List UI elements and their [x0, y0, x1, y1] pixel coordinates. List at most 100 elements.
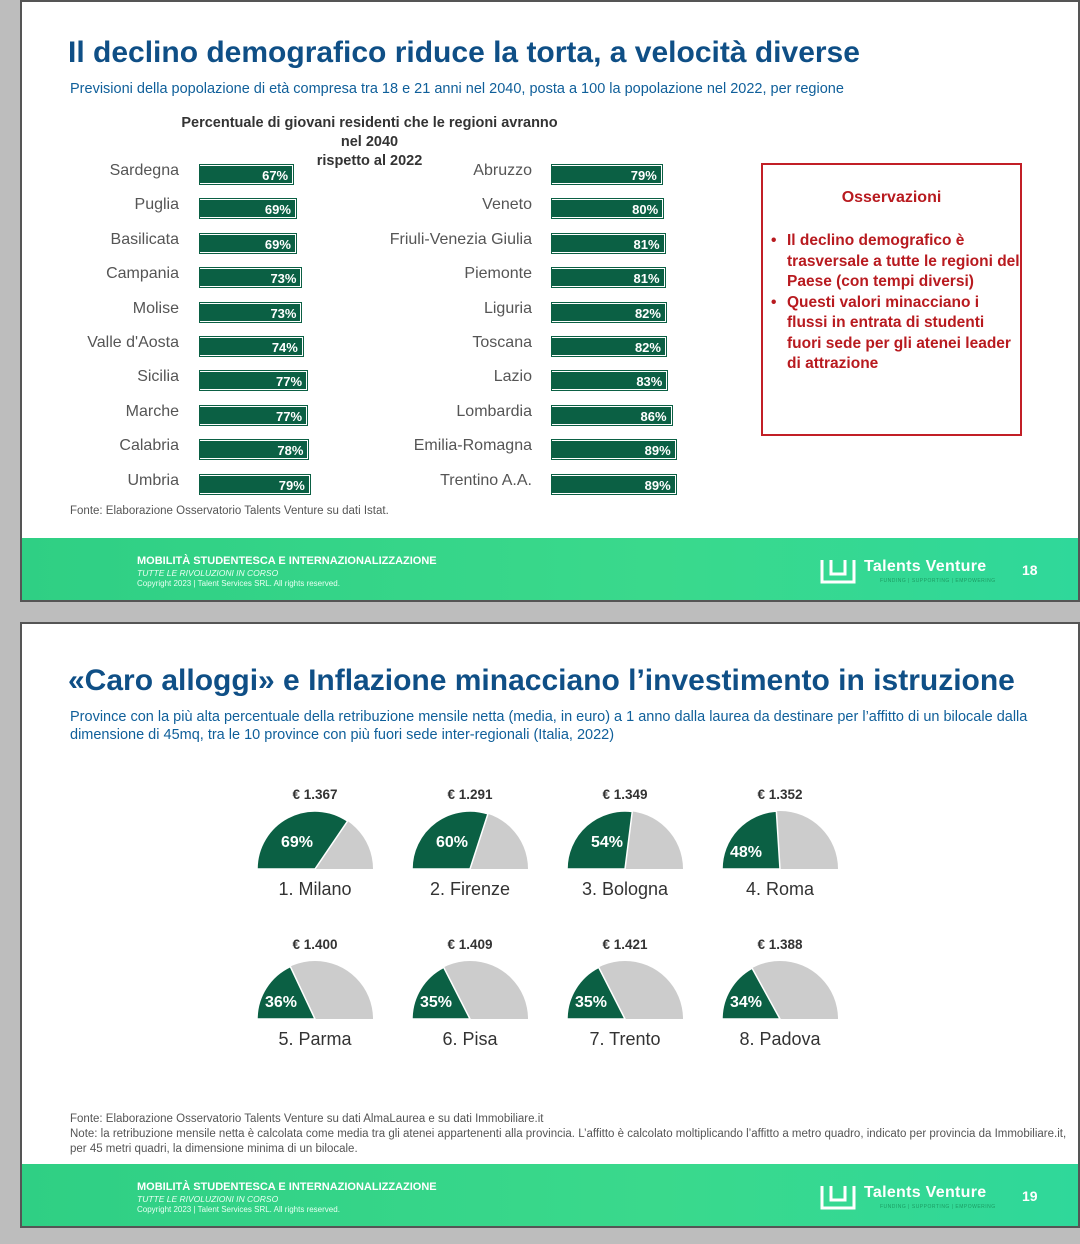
pie-semicircle: 34% — [722, 961, 838, 1020]
footer-main: MOBILITÀ STUDENTESCA E INTERNAZIONALIZZA… — [137, 1181, 437, 1193]
pie-city-label: 1. Milano — [278, 879, 352, 899]
bar: 69% — [199, 232, 297, 254]
footer-tagline: TUTTE LE RIVOLUZIONI IN CORSO — [137, 1194, 279, 1204]
bar: 89% — [551, 439, 677, 461]
pie-item: € 1.291 60% 2. Firenze — [400, 787, 540, 899]
pie-city-label: 3. Bologna — [581, 879, 669, 899]
slide-title: Il declino demografico riduce la torta, … — [68, 36, 860, 69]
pie-price: € 1.291 — [447, 787, 493, 802]
pie-item: € 1.349 54% 3. Bologna — [555, 787, 695, 899]
slide-title: «Caro alloggi» e Inflazione minacciano l… — [68, 664, 1015, 697]
bar: 80% — [550, 198, 665, 220]
pie-price: € 1.421 — [602, 937, 648, 952]
bar: 89% — [551, 473, 677, 495]
observations-title: Osservazioni — [841, 189, 942, 206]
pie-value-slice — [412, 810, 489, 870]
pie-value-slice — [722, 810, 781, 870]
page-number: 18 — [1022, 562, 1038, 578]
footer: MOBILITÀ STUDENTESCA E INTERNAZIONALIZZA… — [22, 538, 1078, 600]
pie-percent-label: 35% — [420, 994, 452, 1011]
bar: 81% — [551, 232, 666, 254]
bar-category-label: Puglia — [134, 196, 179, 214]
slide-subtitle: Previsioni della popolazione di età comp… — [70, 81, 844, 97]
pie-price: € 1.349 — [602, 787, 648, 802]
bar-category-label: Friuli-Venezia Giulia — [389, 230, 532, 248]
bar: 73% — [198, 267, 303, 289]
footer: MOBILITÀ STUDENTESCA E INTERNAZIONALIZZA… — [22, 1164, 1078, 1226]
pie-price: € 1.388 — [757, 937, 803, 952]
pie-percent-label: 36% — [265, 994, 297, 1011]
bar: 79% — [199, 473, 311, 495]
bar: 73% — [198, 301, 303, 323]
pie-value-slice — [722, 967, 782, 1020]
bar-category-label: Lazio — [493, 368, 532, 386]
pie-percent-label: 69% — [281, 834, 313, 851]
pie-price: € 1.367 — [292, 787, 338, 802]
chart-title-line1: Percentuale di giovani residenti che le … — [181, 115, 558, 150]
bar-category-label: Emilia-Romagna — [413, 437, 532, 455]
bar-category-label: Marche — [125, 402, 179, 420]
pie-semicircle: 36% — [257, 961, 373, 1020]
page-number: 19 — [1022, 1188, 1038, 1204]
talents-venture-logo-icon — [820, 560, 856, 584]
source-note: Fonte: Elaborazione Osservatorio Talents… — [70, 1113, 544, 1125]
pie-value-slice — [257, 810, 349, 870]
bar-category-label: Calabria — [119, 437, 179, 455]
pie-semicircle: 60% — [412, 810, 528, 870]
bar-category-label: Abruzzo — [473, 162, 532, 179]
bar: 69% — [199, 198, 297, 220]
pie-semicircle: 35% — [567, 961, 683, 1020]
observation-item: Questi valori minacciano i flussi in ent… — [769, 293, 1021, 375]
pie-item: € 1.388 34% 8. Padova — [710, 937, 850, 1049]
pie-percent-label: 60% — [436, 834, 468, 851]
pie-city-label: 5. Parma — [278, 1029, 352, 1049]
pie-semicircle: 69% — [257, 810, 373, 870]
bar-category-label: Veneto — [482, 196, 532, 214]
pie-value-slice — [412, 966, 472, 1020]
pie-semicircle: 35% — [412, 961, 528, 1020]
bar-category-label: Sardegna — [109, 162, 179, 179]
bar-category-label: Piemonte — [464, 265, 532, 283]
bar: 79% — [551, 164, 663, 185]
chart-title: Percentuale di giovani residenti che le … — [172, 114, 567, 171]
talents-venture-logo-icon — [820, 1186, 856, 1210]
bar: 67% — [198, 164, 295, 185]
pie-item: € 1.421 35% 7. Trento — [555, 937, 695, 1049]
footer-tagline: TUTTE LE RIVOLUZIONI IN CORSO — [137, 568, 279, 578]
bar-category-label: Campania — [106, 265, 179, 283]
footer-copyright: Copyright 2023 | Talent Services SRL. Al… — [137, 1205, 340, 1214]
pie-value-slice — [567, 966, 627, 1020]
bar-category-label: Molise — [132, 299, 179, 317]
bar: 77% — [198, 404, 309, 426]
bar: 82% — [551, 301, 667, 323]
pie-item: € 1.409 35% 6. Pisa — [400, 937, 540, 1049]
pie-value-slice — [567, 810, 634, 870]
method-note: Note: la retribuzione mensile netta è ca… — [70, 1128, 1067, 1155]
slide-19: «Caro alloggi» e Inflazione minacciano l… — [20, 622, 1080, 1228]
observation-item: Il declino demografico è trasversale a t… — [769, 231, 1021, 293]
bar-category-label: Trentino A.A. — [440, 471, 532, 489]
bar-category-label: Basilicata — [110, 230, 179, 248]
brand-tagline: FUNDING | SUPPORTING | EMPOWERING — [880, 578, 996, 584]
pie-city-label: 2. Firenze — [429, 879, 511, 899]
pie-price: € 1.400 — [292, 937, 338, 952]
pie-price: € 1.409 — [447, 937, 493, 952]
slide-18: Il declino demografico riduce la torta, … — [20, 0, 1080, 602]
chart-title-line2: rispetto al 2022 — [316, 153, 423, 169]
bar-category-label: Lombardia — [456, 402, 532, 420]
bar: 81% — [551, 267, 666, 289]
bar: 74% — [199, 336, 304, 357]
pie-value-slice — [257, 965, 317, 1020]
bar: 78% — [198, 439, 310, 461]
pie-percent-label: 54% — [591, 834, 623, 851]
brand-name: Talents Venture — [864, 558, 987, 575]
pie-percent-label: 34% — [730, 994, 762, 1011]
brand-tagline: FUNDING | SUPPORTING | EMPOWERING — [880, 1204, 996, 1210]
pie-item: € 1.400 36% 5. Parma — [245, 937, 385, 1049]
pie-city-label: 4. Roma — [745, 879, 815, 899]
pie-city-label: 7. Trento — [589, 1029, 661, 1049]
pie-city-label: 8. Padova — [739, 1029, 821, 1049]
observations-box: Osservazioni Il declino demografico è tr… — [761, 163, 1022, 436]
bar-category-label: Sicilia — [137, 368, 179, 386]
brand-name: Talents Venture — [864, 1184, 987, 1201]
